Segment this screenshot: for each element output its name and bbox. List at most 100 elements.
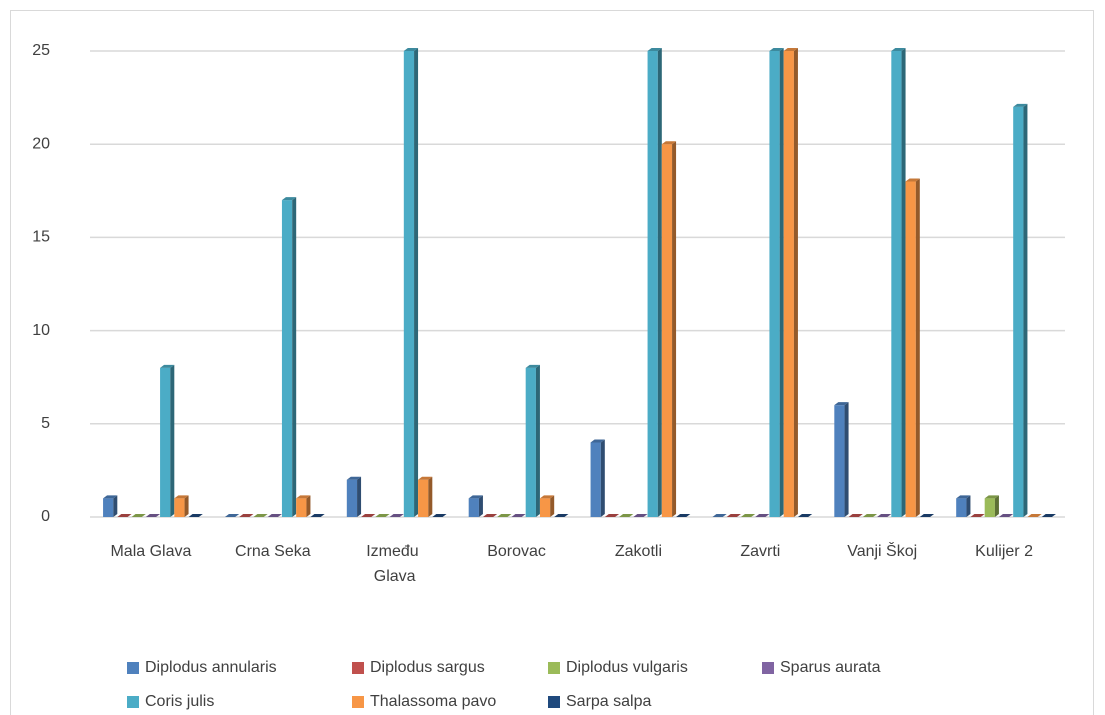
bar xyxy=(676,514,691,517)
bar-top xyxy=(755,514,770,517)
bar xyxy=(497,514,512,517)
bar-top xyxy=(862,514,878,517)
bar-front xyxy=(984,498,995,517)
bar-side xyxy=(915,178,920,518)
bar-top xyxy=(375,514,390,517)
bar-top xyxy=(403,48,419,51)
bar xyxy=(956,495,971,517)
bar xyxy=(797,514,813,517)
bar-top xyxy=(539,495,555,499)
bar-top xyxy=(970,514,985,517)
bar xyxy=(525,364,540,517)
bar-top xyxy=(783,48,798,51)
legend-label: Diplodus sargus xyxy=(370,659,485,676)
bar-top xyxy=(174,495,189,499)
legend-swatch xyxy=(352,696,364,708)
bar xyxy=(848,514,863,517)
bar xyxy=(511,514,526,517)
bar xyxy=(253,514,268,517)
bar xyxy=(891,48,906,517)
legend-swatch xyxy=(762,662,774,674)
bar-front xyxy=(956,498,967,517)
bar xyxy=(468,495,483,517)
bar xyxy=(1013,103,1028,518)
bar-front xyxy=(281,200,293,517)
bar xyxy=(590,439,605,517)
bar-front xyxy=(783,51,794,517)
bar xyxy=(905,178,920,518)
bar-front xyxy=(891,51,902,517)
bar xyxy=(633,514,648,517)
bar-top xyxy=(1027,514,1042,517)
legend-swatch xyxy=(127,696,139,708)
bar xyxy=(418,476,433,517)
bar-front xyxy=(103,498,114,517)
bar xyxy=(726,514,741,517)
x-tick-label: Kulijer 2 xyxy=(975,543,1033,560)
x-tick-label: Crna Seka xyxy=(235,543,311,560)
y-tick-label: 20 xyxy=(32,135,50,152)
bar-side xyxy=(535,364,540,517)
bar xyxy=(783,48,798,517)
bar xyxy=(755,514,770,517)
bar-top xyxy=(267,514,282,517)
bar-side xyxy=(414,48,419,517)
x-tick-label: Vanji Škoj xyxy=(847,541,917,560)
legend-label: Diplodus vulgaris xyxy=(566,659,688,676)
bar-top xyxy=(712,514,727,517)
y-tick-label: 10 xyxy=(32,322,50,339)
bar xyxy=(346,476,362,517)
bar-top xyxy=(740,514,756,517)
x-tick-label: Između Glava xyxy=(366,543,423,585)
bar-top xyxy=(590,439,605,443)
bar xyxy=(970,514,985,517)
bar-top xyxy=(468,495,483,499)
bar-side xyxy=(966,495,971,517)
x-tick-label: Zakotli xyxy=(615,543,662,560)
bar-side xyxy=(306,495,311,517)
bar-top xyxy=(296,495,311,499)
bar xyxy=(131,514,146,517)
bar-front xyxy=(160,367,171,517)
bar-top xyxy=(432,514,447,517)
bar-top xyxy=(103,495,118,499)
bar xyxy=(432,514,447,517)
bar-front xyxy=(647,51,658,517)
bar-front xyxy=(296,498,307,517)
bar xyxy=(224,514,240,517)
bar-front xyxy=(905,181,916,518)
bar xyxy=(712,514,727,517)
y-tick-label: 15 xyxy=(32,229,50,246)
bar-top xyxy=(497,514,512,517)
bar-front xyxy=(346,479,358,517)
bar-side xyxy=(793,48,798,517)
bar-front xyxy=(539,498,551,517)
bar-top xyxy=(253,514,268,517)
bar-top xyxy=(633,514,648,517)
bar-top xyxy=(131,514,146,517)
bar-front xyxy=(468,498,479,517)
bar-top xyxy=(998,514,1014,517)
bar-front xyxy=(1013,106,1024,518)
bar xyxy=(554,514,569,517)
bar-side xyxy=(170,364,175,517)
bar xyxy=(877,514,892,517)
bar-top xyxy=(984,495,999,499)
bar-front xyxy=(590,442,601,517)
legend-label: Thalassoma pavo xyxy=(370,693,496,710)
legend-swatch xyxy=(548,662,560,674)
bar-top xyxy=(281,197,297,201)
bar-top xyxy=(661,141,677,145)
bar-side xyxy=(657,48,662,517)
bar-top xyxy=(554,514,569,517)
bar xyxy=(145,514,161,517)
bar-side xyxy=(600,439,605,517)
bar-top xyxy=(919,514,935,517)
bar-side xyxy=(292,197,297,517)
bar xyxy=(361,514,376,517)
bar-front xyxy=(661,144,673,517)
bar xyxy=(919,514,935,517)
bar xyxy=(239,514,254,517)
bar xyxy=(1027,514,1042,517)
bar xyxy=(984,495,999,517)
